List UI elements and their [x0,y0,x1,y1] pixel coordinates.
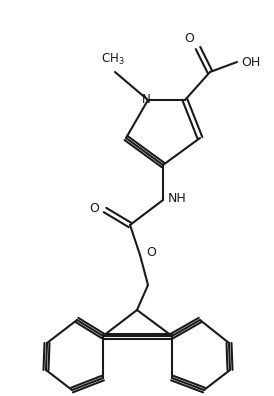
Text: O: O [89,202,99,215]
Text: N: N [142,93,150,105]
Text: NH: NH [168,192,186,204]
Text: OH: OH [241,55,260,69]
Text: CH$_3$: CH$_3$ [101,52,125,67]
Text: O: O [184,32,194,45]
Text: O: O [146,246,156,259]
